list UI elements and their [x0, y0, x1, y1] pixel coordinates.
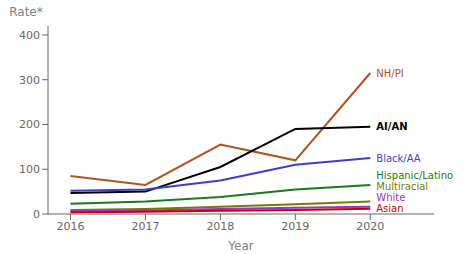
- svg-text:2019: 2019: [281, 220, 309, 233]
- svg-text:100: 100: [19, 163, 40, 176]
- svg-text:Year: Year: [227, 239, 253, 253]
- svg-text:Black/AA: Black/AA: [376, 153, 421, 164]
- svg-text:2020: 2020: [356, 220, 384, 233]
- svg-text:2016: 2016: [56, 220, 84, 233]
- svg-text:Asian: Asian: [376, 203, 403, 214]
- svg-text:AI/AN: AI/AN: [376, 121, 407, 132]
- svg-text:2018: 2018: [206, 220, 234, 233]
- svg-text:300: 300: [19, 74, 40, 87]
- svg-text:Rate*: Rate*: [9, 5, 43, 19]
- svg-text:2017: 2017: [131, 220, 159, 233]
- svg-text:400: 400: [19, 29, 40, 42]
- svg-text:Hispanic/Latino: Hispanic/Latino: [376, 170, 453, 181]
- svg-text:NH/PI: NH/PI: [376, 68, 403, 79]
- svg-text:0: 0: [33, 208, 40, 221]
- svg-text:200: 200: [19, 118, 40, 131]
- svg-text:Multiracial: Multiracial: [376, 181, 428, 192]
- svg-text:White: White: [376, 192, 405, 203]
